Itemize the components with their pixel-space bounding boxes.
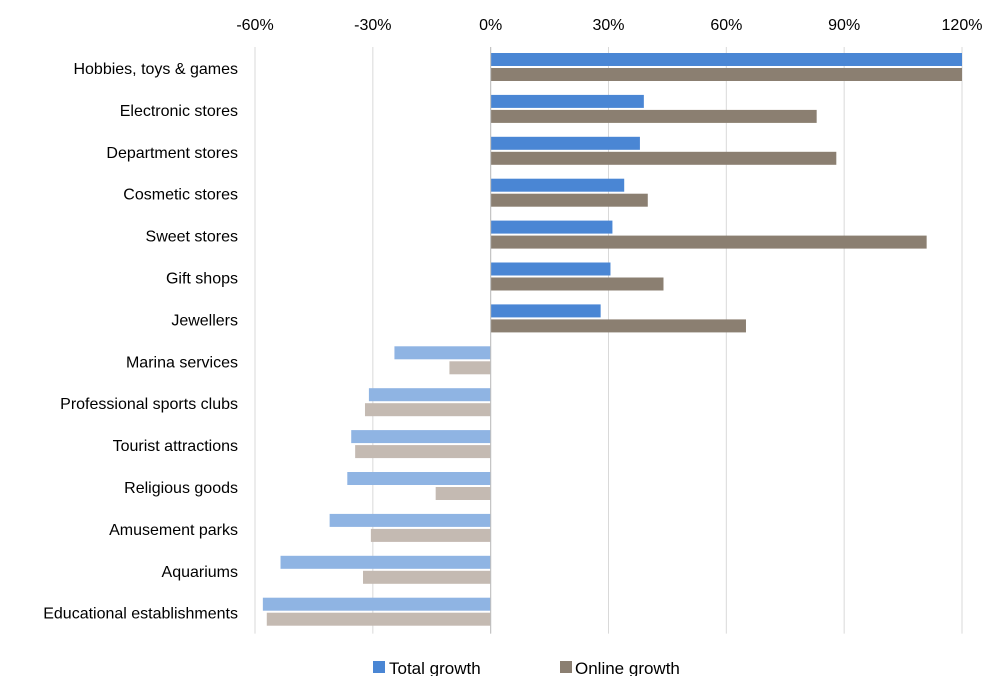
category-label-sweet-stores: Sweet stores	[146, 229, 238, 246]
bar-total-growth-hobbies-toys-games	[490, 53, 962, 66]
bar-online-growth-jewellers	[490, 319, 746, 333]
bar-online-growth-hobbies-toys-games	[490, 68, 962, 81]
bar-total-growth-tourist-attractions	[351, 430, 491, 444]
x-tick-label: 0%	[479, 17, 502, 34]
category-label-tourist-attractions: Tourist attractions	[113, 438, 238, 455]
bar-online-growth-marina-services	[449, 361, 491, 375]
legend: Total growth Online growth	[373, 659, 680, 676]
bar-total-growth-department-stores	[490, 136, 640, 150]
category-labels: Hobbies, toys & games Electronic stores De…	[43, 61, 238, 623]
x-tick-label: 90%	[828, 17, 860, 34]
bar-online-growth-gift-shops	[490, 277, 664, 291]
category-label-electronic-stores: Electronic stores	[120, 103, 238, 120]
bar-total-growth-marina-services	[394, 346, 491, 360]
category-label-professional-sports-clubs: Professional sports clubs	[60, 396, 238, 413]
category-label-educational-establishments: Educational establishments	[43, 606, 238, 623]
bar-online-growth-amusement-parks	[370, 528, 491, 542]
bar-online-growth-professional-sports-clubs	[364, 403, 491, 417]
bar-online-growth-cosmetic-stores	[490, 193, 648, 207]
x-tick-label: 120%	[942, 17, 983, 34]
x-tick-label: 60%	[710, 17, 742, 34]
category-label-aquariums: Aquariums	[162, 564, 238, 581]
category-label-religious-goods: Religious goods	[124, 480, 238, 497]
bar-online-growth-tourist-attractions	[355, 445, 491, 459]
bar-total-growth-amusement-parks	[329, 513, 491, 527]
x-tick-label: -30%	[354, 17, 391, 34]
legend-label-online-growth: Online growth	[575, 659, 680, 676]
bars	[262, 53, 962, 626]
bar-total-growth-aquariums	[280, 555, 491, 569]
gridlines	[254, 47, 963, 634]
category-label-hobbies-toys-games: Hobbies, toys & games	[73, 61, 238, 78]
category-label-gift-shops: Gift shops	[166, 271, 238, 288]
bar-total-growth-sweet-stores	[490, 220, 613, 234]
category-label-marina-services: Marina services	[126, 354, 238, 371]
bar-online-growth-department-stores	[490, 151, 837, 165]
bar-total-growth-electronic-stores	[490, 94, 644, 108]
legend-swatch-online-growth	[560, 661, 572, 673]
category-label-jewellers: Jewellers	[171, 312, 238, 329]
bar-online-growth-religious-goods	[435, 487, 491, 500]
category-label-cosmetic-stores: Cosmetic stores	[123, 187, 238, 204]
category-label-amusement-parks: Amusement parks	[109, 522, 238, 539]
bar-total-growth-educational-establishments	[262, 597, 491, 611]
bar-online-growth-aquariums	[363, 570, 491, 584]
legend-label-total-growth: Total growth	[389, 659, 481, 676]
bar-online-growth-educational-establishments	[266, 612, 491, 626]
bar-total-growth-jewellers	[490, 304, 601, 318]
bar-total-growth-gift-shops	[490, 262, 611, 276]
bar-total-growth-religious-goods	[347, 472, 491, 485]
bar-online-growth-sweet-stores	[490, 235, 927, 249]
x-tick-label: 30%	[592, 17, 624, 34]
x-tick-label: -60%	[236, 17, 273, 34]
category-label-department-stores: Department stores	[106, 145, 238, 162]
bar-online-growth-electronic-stores	[490, 109, 817, 123]
x-axis-tick-labels: -60% -30% 0% 30% 60% 90% 120%	[236, 17, 982, 34]
bar-total-growth-cosmetic-stores	[490, 178, 625, 192]
legend-swatch-total-growth	[373, 661, 385, 673]
bar-total-growth-professional-sports-clubs	[368, 388, 491, 402]
